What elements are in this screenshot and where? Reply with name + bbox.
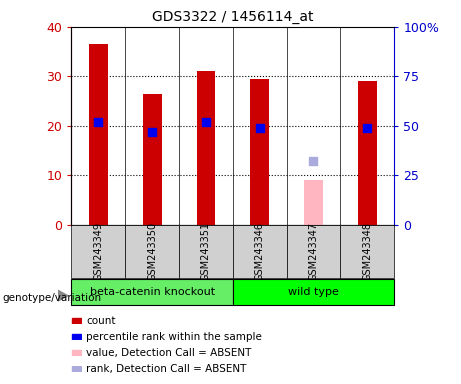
Point	[310, 158, 317, 164]
Bar	[250, 79, 269, 225]
Text: beta-catenin knockout: beta-catenin knockout	[89, 287, 215, 297]
Bar	[143, 94, 161, 225]
Text: rank, Detection Call = ABSENT: rank, Detection Call = ABSENT	[86, 364, 247, 374]
Text: wild type: wild type	[288, 287, 339, 297]
Bar	[89, 44, 108, 225]
Text: value, Detection Call = ABSENT: value, Detection Call = ABSENT	[86, 348, 252, 358]
Text: GSM243349: GSM243349	[93, 222, 103, 281]
Title: GDS3322 / 1456114_at: GDS3322 / 1456114_at	[152, 10, 313, 25]
Point	[148, 129, 156, 135]
Text: GSM243350: GSM243350	[147, 222, 157, 281]
Text: GSM243347: GSM243347	[308, 222, 319, 281]
Bar	[358, 81, 377, 225]
Bar	[340, 225, 394, 278]
Text: GSM243348: GSM243348	[362, 222, 372, 281]
Polygon shape	[58, 290, 68, 301]
Text: genotype/variation: genotype/variation	[2, 293, 101, 303]
Bar	[287, 225, 340, 278]
Text: percentile rank within the sample: percentile rank within the sample	[86, 332, 262, 342]
Point	[364, 125, 371, 131]
Text: GSM243346: GSM243346	[254, 222, 265, 281]
Point	[202, 119, 210, 125]
Bar	[71, 279, 233, 305]
Point	[95, 119, 102, 125]
Bar	[71, 225, 125, 278]
Text: count: count	[86, 316, 116, 326]
Bar	[196, 71, 215, 225]
Bar	[233, 279, 394, 305]
Bar	[304, 180, 323, 225]
Bar	[179, 225, 233, 278]
Bar	[233, 225, 287, 278]
Bar	[125, 225, 179, 278]
Text: GSM243351: GSM243351	[201, 222, 211, 281]
Point	[256, 125, 263, 131]
